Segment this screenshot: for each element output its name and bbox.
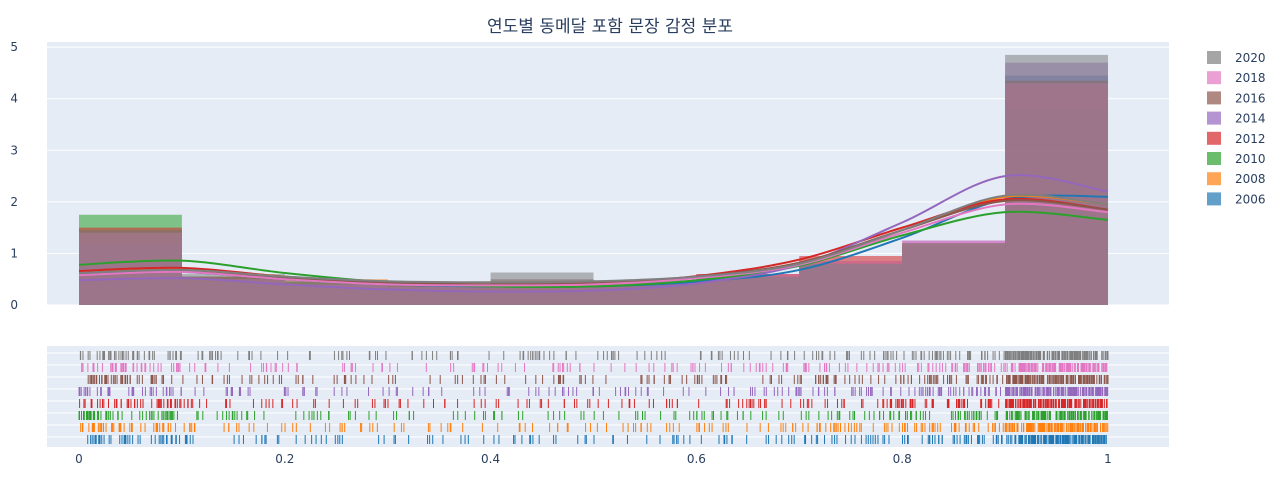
axis-ticks: 0 1 2 3 4 5 0 0.2 0.4 0.6 0.8 1 (10, 40, 1111, 466)
chart-title: 연도별 동메달 포함 문장 감정 분포 (487, 17, 733, 37)
y-tick-label: 0 (10, 298, 18, 312)
histogram-bars (79, 54, 1108, 306)
y-tick-label: 1 (10, 246, 18, 260)
y-tick-label: 2 (10, 195, 18, 209)
histogram-bar-2020 (799, 263, 903, 305)
x-tick-label: 1 (1104, 452, 1112, 466)
histogram-bar-2020 (387, 284, 491, 305)
legend-label-2016: 2016 (1235, 91, 1266, 105)
legend-swatch-2020 (1207, 51, 1221, 64)
legend-swatch-2010 (1207, 152, 1221, 165)
histogram-bar-2020 (490, 272, 594, 305)
legend-label-2006: 2006 (1235, 192, 1266, 206)
legend-swatch-2018 (1207, 71, 1221, 85)
kde-curve-2016 (78, 199, 1109, 286)
x-tick-label: 0.2 (275, 452, 294, 466)
kde-curve-2018 (78, 202, 1109, 287)
legend-swatch-2012 (1207, 131, 1221, 145)
rug-marks (78, 351, 1109, 444)
legend[interactable]: 2020 2018 2016 2014 2012 2010 2008 2006 (1207, 51, 1266, 206)
kde-curve-2020 (78, 193, 1109, 284)
kde-curve-2014 (78, 174, 1109, 293)
kde-curve-2010 (78, 210, 1109, 289)
legend-label-2014: 2014 (1235, 112, 1266, 126)
legend-swatch-2008 (1207, 172, 1221, 186)
legend-label-2012: 2012 (1235, 132, 1266, 146)
y-tick-label: 3 (10, 143, 18, 157)
x-tick-label: 0.4 (481, 452, 500, 466)
legend-label-2008: 2008 (1235, 172, 1266, 186)
legend-label-2020: 2020 (1235, 51, 1266, 65)
legend-label-2018: 2018 (1235, 71, 1266, 85)
y-tick-label: 5 (10, 40, 18, 54)
legend-swatch-2014 (1207, 111, 1221, 125)
x-tick-label: 0.8 (893, 452, 912, 466)
x-tick-label: 0.6 (687, 452, 706, 466)
legend-swatch-2016 (1207, 91, 1221, 105)
x-tick-label: 0 (75, 452, 83, 466)
histogram-bar-2020 (902, 243, 1006, 305)
rug-plot-area (47, 346, 1169, 447)
legend-label-2010: 2010 (1235, 152, 1266, 166)
y-tick-label: 4 (10, 92, 18, 106)
legend-swatch-2006 (1207, 192, 1221, 206)
kde-curves (78, 174, 1109, 293)
